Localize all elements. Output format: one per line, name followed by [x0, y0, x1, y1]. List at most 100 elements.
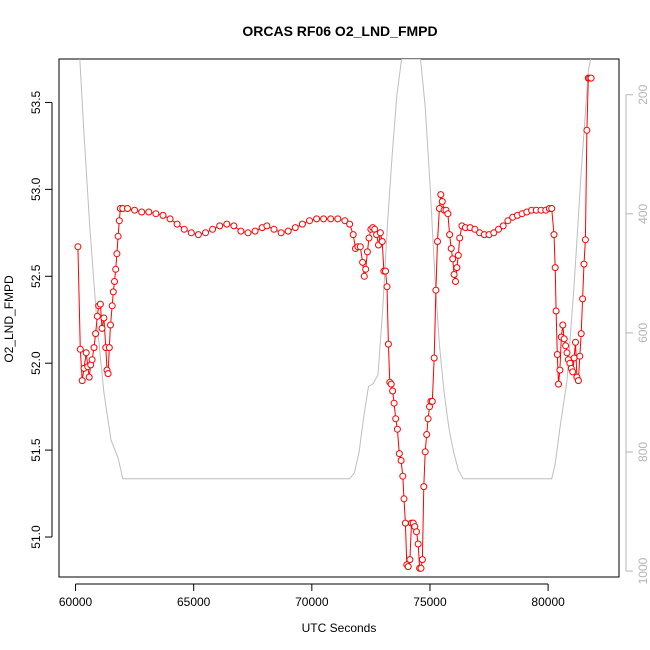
- data-point: [553, 351, 561, 358]
- data-point: [437, 191, 445, 199]
- y-tick-label: 51.5: [29, 438, 43, 462]
- data-point: [569, 368, 577, 376]
- data-point: [577, 330, 585, 338]
- x-tick-label: 65000: [177, 595, 211, 609]
- y-tick-label: 52.0: [29, 351, 43, 375]
- data-point: [166, 215, 174, 223]
- data-point: [90, 344, 98, 352]
- data-point: [449, 255, 457, 263]
- data-point: [504, 217, 512, 225]
- plot-area: [74, 59, 595, 572]
- data-point: [555, 380, 562, 388]
- data-point: [392, 415, 400, 423]
- data-point: [152, 210, 160, 218]
- data-point: [572, 338, 579, 346]
- data-point: [88, 356, 96, 364]
- data-point: [444, 210, 452, 218]
- data-point: [251, 227, 259, 235]
- data-point: [580, 260, 588, 268]
- data-point: [432, 286, 440, 294]
- data-point: [108, 302, 116, 310]
- y-axis-label: O2_LND_FMPD: [2, 275, 16, 363]
- data-point: [428, 397, 436, 405]
- data-point: [387, 380, 395, 388]
- data-point: [244, 229, 252, 237]
- data-point: [76, 345, 84, 353]
- data-point: [187, 229, 195, 237]
- data-point: [563, 349, 571, 357]
- data-point: [551, 264, 559, 272]
- data-point: [216, 222, 224, 230]
- data-point: [346, 220, 354, 228]
- plot-frame: [58, 58, 620, 578]
- data-point: [570, 354, 578, 362]
- data-point: [400, 495, 408, 503]
- data-point: [384, 340, 392, 348]
- y-tick-label: 52.5: [29, 264, 43, 288]
- data-point: [421, 448, 429, 456]
- data-point: [417, 564, 425, 572]
- data-point: [263, 222, 271, 230]
- data-point: [82, 349, 90, 357]
- data-point: [423, 431, 431, 438]
- data-point: [107, 321, 114, 329]
- data-point: [376, 229, 384, 237]
- data-point: [414, 540, 422, 548]
- data-point: [105, 344, 113, 352]
- data-point: [202, 229, 209, 237]
- y-axis: 51.0 51.5 52.0 52.5 53.0 53.5: [29, 90, 53, 549]
- data-point: [180, 225, 188, 233]
- data-point: [378, 238, 386, 245]
- data-point: [360, 272, 368, 280]
- data-point: [291, 224, 299, 232]
- data-point: [413, 528, 420, 536]
- data-point: [114, 232, 122, 240]
- data-point: [552, 307, 560, 315]
- data-point: [490, 229, 498, 237]
- data-point: [100, 314, 108, 322]
- data-point: [209, 225, 217, 233]
- data-point: [109, 288, 117, 296]
- data-point: [450, 271, 458, 278]
- data-point: [111, 278, 118, 285]
- data-point: [131, 206, 139, 214]
- data-point: [85, 373, 93, 381]
- data-point: [495, 225, 502, 233]
- data-point: [115, 217, 123, 225]
- data-point: [556, 366, 564, 374]
- data-point: [399, 472, 407, 480]
- data-point: [93, 312, 101, 320]
- data-point: [383, 283, 391, 291]
- data-point: [447, 245, 455, 252]
- data-point: [418, 556, 426, 564]
- data-point: [583, 126, 591, 134]
- data-point: [434, 238, 441, 245]
- data-point: [395, 450, 403, 458]
- data-point: [581, 236, 589, 244]
- data-point: [363, 248, 371, 256]
- x-tick-label: 80000: [531, 595, 565, 609]
- data-point: [406, 556, 414, 564]
- data-point: [579, 295, 587, 303]
- x-tick-label: 60000: [59, 595, 93, 609]
- data-point: [74, 243, 82, 251]
- data-point: [393, 425, 401, 433]
- data-point: [562, 342, 570, 350]
- y2-tick-label: 400: [636, 203, 650, 223]
- data-point: [270, 225, 278, 233]
- y2-tick-label: 800: [636, 442, 650, 462]
- x-tick-label: 70000: [295, 595, 329, 609]
- data-point: [356, 243, 364, 251]
- data-point: [313, 215, 321, 223]
- data-point: [401, 519, 409, 527]
- secondary-y-axis: 200 400 600 800 1000: [625, 84, 650, 584]
- data-point: [173, 220, 181, 228]
- y2-tick-label: 1000: [636, 557, 650, 584]
- data-point: [424, 415, 432, 423]
- data-point: [559, 321, 567, 329]
- chart-title: ORCAS RF06 O2_LND_FMPD: [242, 23, 437, 39]
- data-point: [390, 399, 398, 407]
- data-point: [230, 222, 238, 230]
- y-tick-label: 53.5: [29, 90, 43, 114]
- data-point: [389, 387, 397, 395]
